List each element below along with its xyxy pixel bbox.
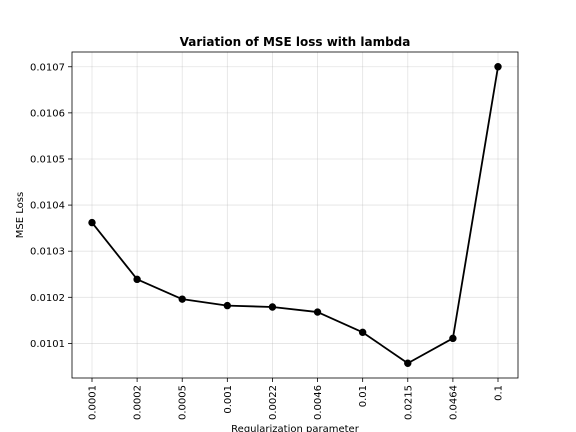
plot-frame	[71, 51, 519, 379]
y-tick-label: 0.0102	[30, 293, 65, 304]
data-point	[223, 301, 232, 310]
x-tick-label: 0.0001	[88, 385, 99, 420]
data-point	[494, 63, 502, 71]
data-point	[313, 308, 322, 316]
x-tick-label: 0.001	[223, 385, 234, 414]
data-point	[88, 218, 96, 227]
y-tick-label: 0.0105	[30, 154, 65, 165]
data-point	[358, 328, 367, 337]
x-tick-label: 0.0002	[133, 385, 144, 420]
x-tick-label: 0.0215	[403, 385, 414, 420]
y-tick-label: 0.0101	[30, 339, 65, 350]
y-tick-label: 0.0103	[30, 247, 65, 258]
x-tick-label: 0.0464	[448, 385, 459, 420]
data-point	[404, 359, 412, 367]
y-tick-label: 0.0107	[30, 62, 65, 73]
x-axis-label: Regularization parameter	[231, 424, 360, 432]
data-point	[449, 334, 457, 343]
series-line	[91, 66, 499, 365]
chart-title: Variation of MSE loss with lambda	[180, 35, 411, 49]
x-tick-label: 0.0046	[313, 385, 324, 420]
series-layer	[88, 63, 502, 367]
x-tick-label: 0.0022	[268, 385, 279, 420]
data-point	[178, 295, 186, 303]
x-tick-label: 0.01	[358, 385, 369, 407]
axis-ticks: 0.0001 0.0002 0.0005 0.001 0.0022 0.0046 0.01 0…	[30, 62, 505, 420]
x-tick-label: 0.1	[494, 385, 505, 401]
grid	[72, 52, 518, 378]
x-tick-label: 0.0005	[178, 385, 189, 420]
data-point	[133, 275, 141, 284]
data-point	[268, 303, 277, 311]
y-axis-label: MSE Loss	[15, 192, 26, 238]
y-tick-label: 0.0106	[30, 108, 65, 119]
y-tick-label: 0.0104	[30, 201, 65, 212]
